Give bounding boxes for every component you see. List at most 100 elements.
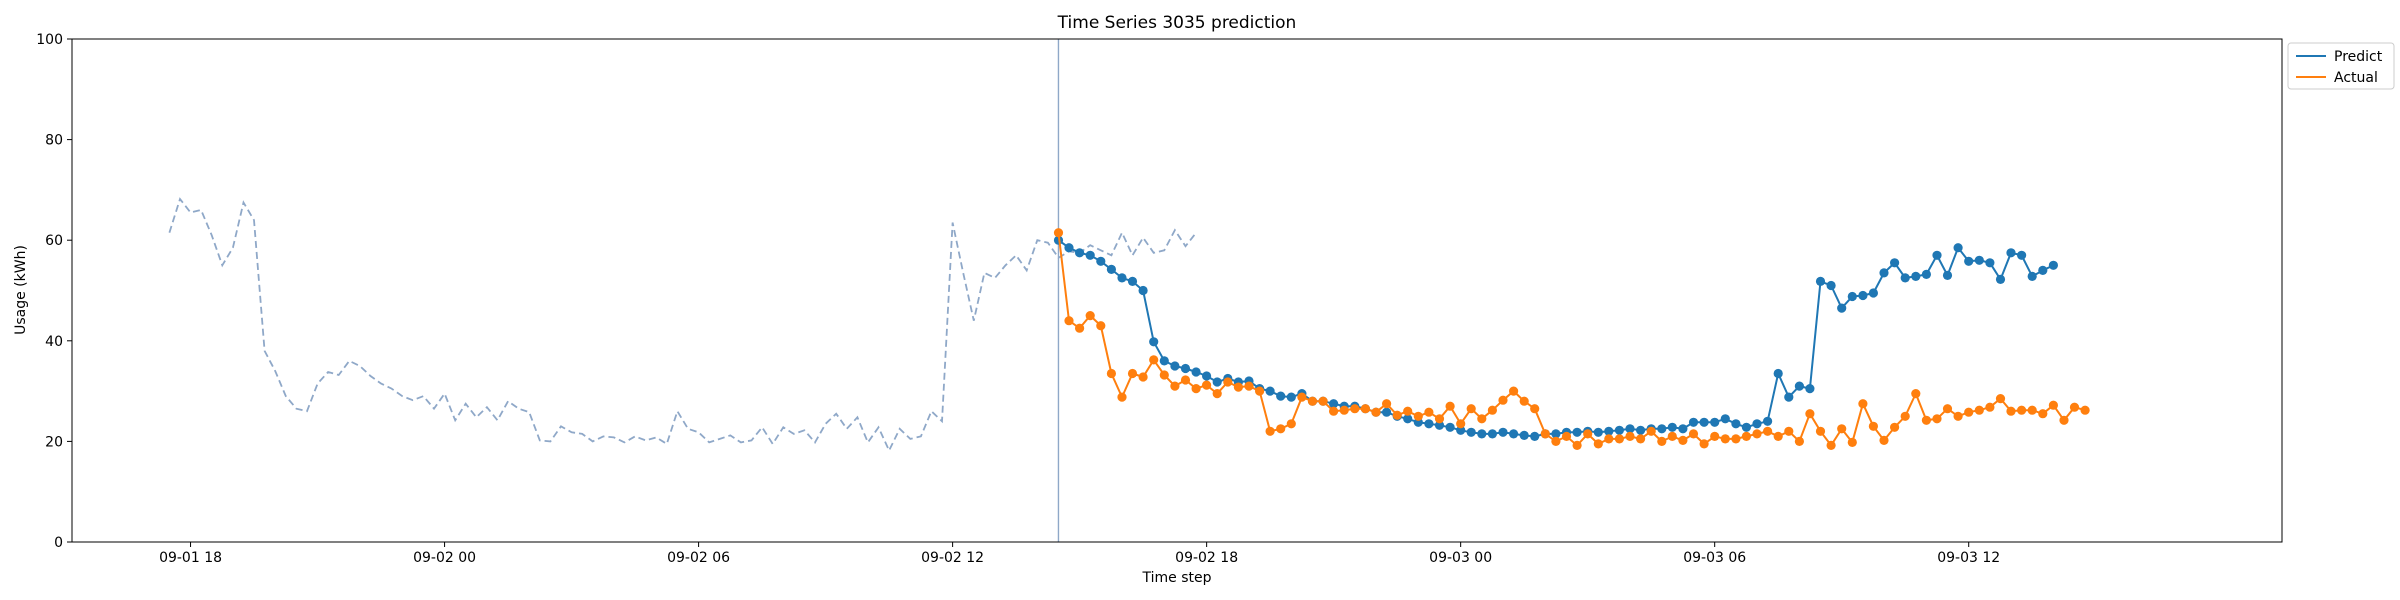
legend-label-actual: Actual (2334, 70, 2378, 86)
predict-point (1424, 419, 1434, 429)
y-tick-label: 40 (45, 334, 63, 350)
x-tick-label: 09-02 00 (413, 550, 476, 566)
predict-point (1794, 381, 1804, 391)
actual-point (1688, 429, 1699, 439)
actual-point (1233, 382, 1243, 392)
predict-point (1212, 377, 1222, 387)
actual-point (1911, 389, 1921, 399)
actual-point (1625, 431, 1635, 441)
actual-point (1466, 404, 1476, 414)
actual-point (1434, 414, 1445, 424)
predict-point (1636, 425, 1646, 435)
predict-point (1710, 417, 1720, 427)
x-tick-label: 09-03 00 (1429, 550, 1492, 566)
actual-point (1794, 436, 1804, 446)
predict-point (1826, 280, 1836, 291)
predict-point (1625, 424, 1635, 434)
predict-point (1572, 427, 1582, 437)
predict-point (1382, 407, 1392, 417)
actual-point (1593, 439, 1603, 449)
actual-point (1614, 434, 1624, 444)
actual-point (1307, 396, 1318, 406)
actual-point (2069, 402, 2080, 412)
actual-point (1678, 435, 1688, 445)
actual-point (1360, 404, 1370, 414)
predict-point (1530, 431, 1540, 441)
actual-point (1900, 411, 1910, 421)
x-axis-title: Time step (1142, 570, 1212, 586)
predict-point (1688, 417, 1699, 427)
chart-title: Time Series 3035 prediction (1057, 13, 1297, 33)
actual-point (1710, 431, 1720, 441)
y-axis-title: Usage (kWh) (13, 245, 29, 335)
predict-point (1942, 270, 1953, 280)
predict-point (1784, 392, 1794, 402)
legend: Predict Actual (2287, 42, 2395, 90)
predict-point (1995, 274, 2006, 284)
actual-point (1953, 411, 1963, 421)
actual-point (1064, 316, 1074, 326)
actual-point (1212, 389, 1222, 399)
actual-point (1371, 407, 1381, 417)
actual-point (1932, 414, 1942, 424)
actual-point (1127, 368, 1138, 379)
predict-point (1921, 269, 1931, 279)
actual-point (2038, 409, 2048, 419)
actual-point (1191, 384, 1201, 394)
actual-point (1805, 409, 1815, 419)
actual-point (1561, 431, 1572, 441)
predict-point (1509, 429, 1519, 439)
predict-point (1434, 420, 1445, 430)
predict-point (1741, 422, 1751, 432)
x-tick-label: 09-02 18 (1175, 550, 1238, 566)
predict-point (1117, 273, 1127, 283)
actual-point (2048, 400, 2058, 410)
actual-point (1180, 375, 1191, 385)
predict-point (1180, 363, 1191, 374)
x-axis: 09-01 18 09-02 00 09-02 06 09-02 12 09-02 18… (159, 542, 2000, 566)
predict-point (1879, 268, 1889, 278)
predict-point (1149, 337, 1159, 347)
predict-point (1900, 273, 1910, 283)
actual-point (1921, 415, 1931, 425)
actual-point (1826, 440, 1836, 450)
series-layer (168, 39, 2090, 542)
actual-point (1445, 401, 1455, 411)
actual-point (1138, 372, 1148, 382)
actual-point (1297, 392, 1307, 402)
actual-point (2027, 405, 2037, 415)
predict-point (1276, 391, 1286, 401)
actual-point (1995, 394, 2006, 404)
actual-point (1202, 380, 1212, 390)
predict-point (1858, 290, 1868, 301)
actual-point (1255, 386, 1265, 396)
predict-point (1551, 429, 1561, 439)
actual-point (1477, 414, 1487, 424)
x-tick-label: 09-03 12 (1937, 550, 2000, 566)
actual-point (1350, 404, 1360, 414)
predict-point (2006, 248, 2016, 258)
actual-point (1667, 431, 1677, 441)
actual-point (1413, 411, 1423, 421)
actual-point (1752, 429, 1762, 439)
actual-point (2006, 406, 2016, 416)
predict-point (1456, 425, 1466, 435)
actual-point (1096, 321, 1106, 331)
actual-point (1720, 434, 1730, 444)
actual-point (1890, 422, 1900, 432)
actual-point (1837, 424, 1847, 434)
predict-point (1487, 429, 1497, 439)
predict-point (1731, 419, 1741, 429)
history-line (168, 197, 1197, 453)
actual-point (1815, 426, 1826, 436)
predict-point (1159, 356, 1169, 366)
actual-point (1858, 399, 1868, 409)
actual-point (1636, 434, 1646, 444)
actual-point (1382, 399, 1392, 409)
x-tick-label: 09-02 06 (667, 550, 730, 566)
actual-point (1868, 421, 1878, 431)
actual-point (1763, 426, 1773, 436)
x-tick-label: 09-02 12 (921, 550, 984, 566)
actual-point (1159, 370, 1169, 380)
plot-frame (71, 38, 2283, 543)
